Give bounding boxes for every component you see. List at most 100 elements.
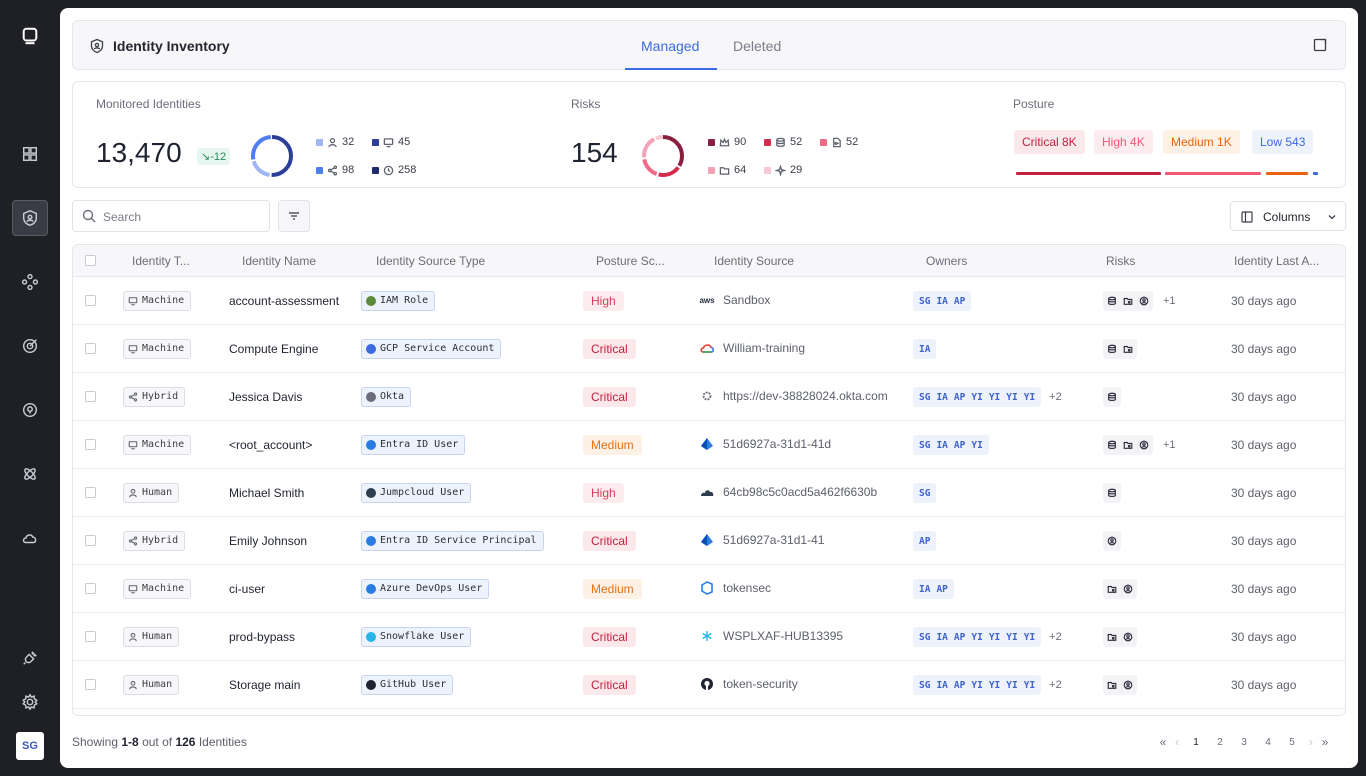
identity-shield-icon[interactable] [12, 200, 48, 236]
column-header[interactable]: Identity Last A... [1234, 254, 1320, 268]
identity-name[interactable]: Michael Smith [229, 486, 305, 500]
posture-critical-chip[interactable]: Critical 8K [1014, 130, 1085, 154]
row-checkbox[interactable] [85, 343, 96, 354]
owner-badge[interactable]: AP [953, 679, 966, 691]
posture-low-chip[interactable]: Low 543 [1252, 130, 1314, 154]
owner-badge[interactable]: IA [936, 295, 948, 307]
policy-icon[interactable] [12, 392, 48, 428]
owners-more[interactable]: +2 [1049, 391, 1062, 403]
settings-gear-icon[interactable] [12, 684, 48, 720]
identity-name[interactable]: Emily Johnson [229, 534, 308, 548]
column-header[interactable]: Identity T... [132, 254, 190, 268]
owner-badge[interactable]: SG [919, 391, 931, 403]
owner-badge[interactable]: YI [988, 679, 1001, 691]
identity-name[interactable]: Jessica Davis [229, 390, 303, 404]
identity-name[interactable]: account-assessment [229, 294, 340, 308]
column-header[interactable]: Identity Source Type [376, 254, 486, 268]
table-row[interactable]: Machine ci-user Azure DevOps User Medium tok… [73, 565, 1345, 613]
cloud-icon[interactable] [12, 520, 48, 556]
integrations-icon[interactable] [12, 264, 48, 300]
owner-badge[interactable]: IA [919, 343, 931, 355]
logo-icon[interactable] [12, 18, 48, 54]
table-row[interactable]: Human Michael Smith Jumpcloud User High 64cb… [73, 469, 1345, 517]
owners-more[interactable]: +2 [1049, 679, 1062, 691]
first-page-icon[interactable]: « [1159, 735, 1167, 749]
page-2[interactable]: 2 [1217, 736, 1223, 748]
row-checkbox[interactable] [85, 487, 96, 498]
posture-high-chip[interactable]: High 4K [1094, 130, 1153, 154]
owner-badge[interactable]: YI [1023, 391, 1036, 403]
owner-badge[interactable]: AP [953, 439, 966, 451]
owner-badge[interactable]: YI [971, 631, 983, 643]
owner-badge[interactable]: AP [936, 583, 948, 595]
select-all-checkbox[interactable] [85, 255, 96, 266]
user-avatar[interactable]: SG [16, 732, 44, 760]
owner-badge[interactable]: YI [1006, 679, 1018, 691]
owner-badge[interactable]: SG [919, 679, 931, 691]
table-row[interactable]: Machine account-assessment IAM Role High aws… [73, 277, 1345, 325]
row-checkbox[interactable] [85, 679, 96, 690]
owner-badge[interactable]: IA [919, 583, 931, 595]
identity-name[interactable]: ci-user [229, 582, 266, 596]
owner-badge[interactable]: YI [1006, 391, 1018, 403]
column-header[interactable]: Risks [1106, 254, 1136, 268]
row-checkbox[interactable] [85, 391, 96, 402]
owner-badge[interactable]: SG [919, 439, 931, 451]
row-checkbox[interactable] [85, 439, 96, 450]
owner-badge[interactable]: IA [936, 631, 948, 643]
plug-icon[interactable] [12, 640, 48, 676]
identity-name[interactable]: Compute Engine [229, 342, 319, 356]
table-row[interactable]: Machine <root_account> Entra ID User Medium… [73, 421, 1345, 469]
owner-badge[interactable]: AP [953, 631, 966, 643]
search-input[interactable] [103, 207, 263, 227]
column-header[interactable]: Identity Name [242, 254, 317, 268]
owner-badge[interactable]: AP [919, 535, 931, 547]
owner-badge[interactable]: YI [988, 631, 1001, 643]
row-checkbox[interactable] [85, 583, 96, 594]
owner-badge[interactable]: YI [988, 391, 1001, 403]
owner-badge[interactable]: YI [971, 679, 983, 691]
atom-icon[interactable] [12, 456, 48, 492]
columns-button[interactable]: Columns [1230, 201, 1346, 231]
row-checkbox[interactable] [85, 295, 96, 306]
target-icon[interactable] [12, 328, 48, 364]
owner-badge[interactable]: YI [971, 439, 983, 451]
dashboard-icon[interactable] [12, 136, 48, 172]
owner-badge[interactable]: YI [1023, 631, 1036, 643]
owner-badge[interactable]: AP [953, 295, 966, 307]
identity-name[interactable]: prod-bypass [229, 630, 296, 644]
owner-badge[interactable]: YI [1006, 631, 1018, 643]
page-4[interactable]: 4 [1265, 736, 1271, 748]
owner-badge[interactable]: YI [1023, 679, 1036, 691]
row-checkbox[interactable] [85, 535, 96, 546]
filter-button[interactable] [278, 200, 310, 232]
owner-badge[interactable]: SG [919, 487, 931, 499]
tab-deleted[interactable]: Deleted [733, 38, 782, 54]
posture-medium-chip[interactable]: Medium 1K [1163, 130, 1240, 154]
owner-badge[interactable]: SG [919, 295, 931, 307]
table-row[interactable]: Human Storage main GitHub User Critical toke… [73, 661, 1345, 709]
next-page-icon[interactable]: › [1309, 735, 1313, 749]
column-header[interactable]: Owners [926, 254, 968, 268]
owner-badge[interactable]: IA [936, 679, 948, 691]
owners-more[interactable]: +2 [1049, 631, 1062, 643]
column-header[interactable]: Identity Source [714, 254, 795, 268]
page-1[interactable]: 1 [1193, 736, 1199, 748]
identity-name[interactable]: Storage main [229, 678, 301, 692]
table-row[interactable]: Machine Compute Engine GCP Service Account… [73, 325, 1345, 373]
page-3[interactable]: 3 [1241, 736, 1247, 748]
owner-badge[interactable]: IA [936, 391, 948, 403]
page-5[interactable]: 5 [1289, 736, 1295, 748]
risks-more[interactable]: +1 [1163, 295, 1176, 307]
identity-name[interactable]: <root_account> [229, 438, 313, 452]
last-page-icon[interactable]: » [1321, 735, 1329, 749]
owner-badge[interactable]: YI [971, 391, 983, 403]
owner-badge[interactable]: AP [953, 391, 966, 403]
owner-badge[interactable]: SG [919, 631, 931, 643]
column-header[interactable]: Posture Sc... [596, 254, 665, 268]
row-checkbox[interactable] [85, 631, 96, 642]
tab-managed[interactable]: Managed [641, 38, 700, 54]
prev-page-icon[interactable]: ‹ [1175, 735, 1179, 749]
risks-more[interactable]: +1 [1163, 439, 1176, 451]
owner-badge[interactable]: IA [936, 439, 948, 451]
